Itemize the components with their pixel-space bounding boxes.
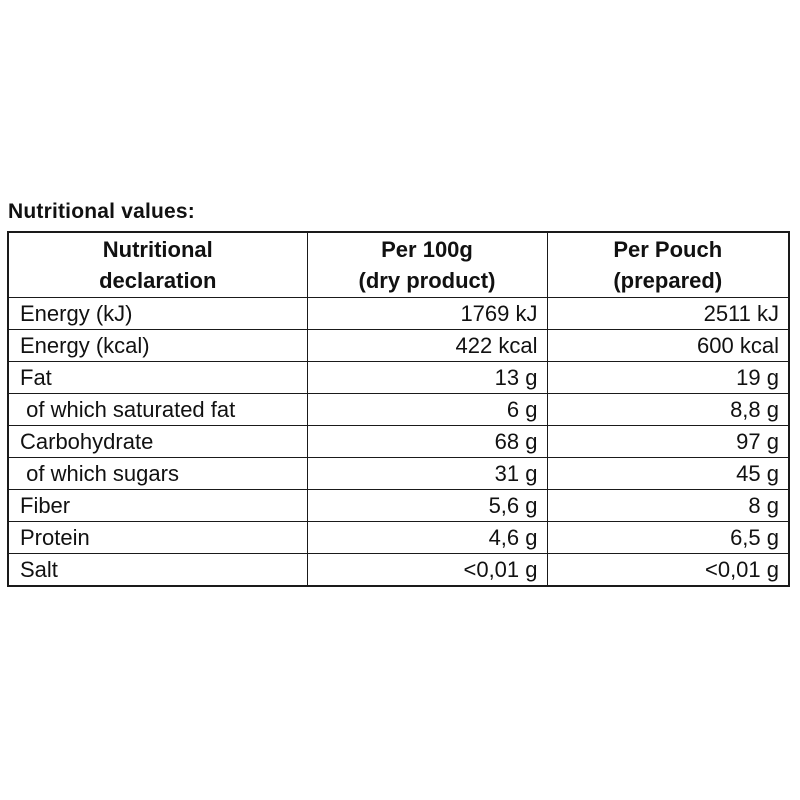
per-pouch-value: 8 g [546,489,790,522]
table-body: Energy (kJ) 1769 kJ 2511 kJ Energy (kcal… [7,297,790,587]
page-title: Nutritional values: [8,200,195,223]
row-label: of which sugars [7,457,308,490]
header-nutritional-declaration: Nutritional declaration [7,231,308,298]
row-label: Fiber [7,489,308,522]
table-row: Energy (kcal) 422 kcal 600 kcal [7,329,790,362]
table-row: Fat 13 g 19 g [7,361,790,394]
per-pouch-value: 19 g [546,361,790,394]
row-label: Fat [7,361,308,394]
per-100g-value: 422 kcal [306,329,548,362]
per-100g-value: 68 g [306,425,548,458]
per-pouch-value: <0,01 g [546,553,790,587]
header-per-pouch: Per Pouch (prepared) [546,231,790,298]
row-label: of which saturated fat [7,393,308,426]
table-row: Energy (kJ) 1769 kJ 2511 kJ [7,297,790,330]
per-pouch-value: 2511 kJ [546,297,790,330]
row-label: Carbohydrate [7,425,308,458]
table-row: of which saturated fat 6 g 8,8 g [7,393,790,426]
header-per-100g: Per 100g (dry product) [306,231,548,298]
row-label: Energy (kcal) [7,329,308,362]
per-pouch-value: 97 g [546,425,790,458]
row-label: Salt [7,553,308,587]
per-100g-value: 6 g [306,393,548,426]
per-pouch-value: 6,5 g [546,521,790,554]
table-header-row: Nutritional declaration Per 100g (dry pr… [7,231,790,298]
per-100g-value: 13 g [306,361,548,394]
per-pouch-value: 8,8 g [546,393,790,426]
table-row: Protein 4,6 g 6,5 g [7,521,790,554]
nutrition-table: Nutritional declaration Per 100g (dry pr… [7,231,790,587]
table-row: Carbohydrate 68 g 97 g [7,425,790,458]
table-row: Salt <0,01 g <0,01 g [7,553,790,587]
table-row: Fiber 5,6 g 8 g [7,489,790,522]
row-label: Energy (kJ) [7,297,308,330]
per-pouch-value: 45 g [546,457,790,490]
per-100g-value: 5,6 g [306,489,548,522]
per-pouch-value: 600 kcal [546,329,790,362]
per-100g-value: 4,6 g [306,521,548,554]
per-100g-value: 31 g [306,457,548,490]
row-label: Protein [7,521,308,554]
table-row: of which sugars 31 g 45 g [7,457,790,490]
per-100g-value: <0,01 g [306,553,548,587]
per-100g-value: 1769 kJ [306,297,548,330]
